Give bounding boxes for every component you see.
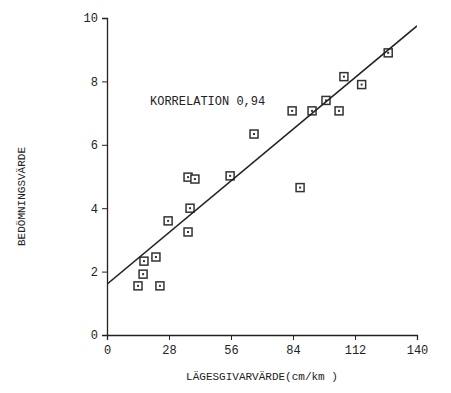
x-tick-mark bbox=[355, 335, 356, 340]
point-dot bbox=[142, 273, 144, 275]
point-square bbox=[139, 270, 147, 278]
y-tick-label: 2 bbox=[91, 266, 98, 280]
y-tick-mark bbox=[102, 335, 107, 336]
point-dot bbox=[137, 285, 139, 287]
point-dot bbox=[387, 52, 389, 54]
point-dot bbox=[189, 207, 191, 209]
y-tick-label: 8 bbox=[91, 76, 98, 90]
point-dot bbox=[167, 220, 169, 222]
point-square bbox=[184, 228, 192, 236]
point-square bbox=[250, 130, 258, 138]
annotation: KORRELATION 0,94 bbox=[150, 95, 265, 109]
x-tick-label: 0 bbox=[104, 344, 111, 358]
point bbox=[191, 175, 199, 183]
point bbox=[335, 107, 343, 115]
point-square bbox=[358, 81, 366, 89]
point bbox=[358, 81, 366, 89]
x-tick-mark bbox=[417, 335, 418, 340]
point bbox=[288, 107, 296, 115]
chart: 0 2 4 6 8 10 0 28 56 84 112 140 KORRELATION 0,94 LÄGE… bbox=[0, 0, 451, 393]
y-axis-title: BEDÖMNINGSVÄRDE bbox=[16, 147, 28, 246]
point-dot bbox=[338, 110, 340, 112]
x-axis-line bbox=[108, 336, 418, 341]
x-tick-label: 28 bbox=[162, 344, 176, 358]
point-dot bbox=[155, 256, 157, 258]
x-tick-label: 56 bbox=[224, 344, 238, 358]
fit-line bbox=[107, 26, 417, 284]
y-tick: 4 bbox=[91, 203, 107, 217]
point-square bbox=[288, 107, 296, 115]
x-tick: 140 bbox=[407, 335, 429, 358]
x-axis-title: LÄGESGIVARVÄRDE(cm/km ) bbox=[186, 371, 338, 383]
y-tick-label: 10 bbox=[84, 12, 98, 26]
point-square bbox=[340, 73, 348, 81]
point-dot bbox=[229, 175, 231, 177]
y-tick: 10 bbox=[84, 12, 107, 26]
point-dot bbox=[291, 110, 293, 112]
x-tick: 84 bbox=[286, 335, 300, 358]
x-tick: 28 bbox=[162, 335, 176, 358]
point bbox=[250, 130, 258, 138]
point bbox=[139, 270, 147, 278]
point-square bbox=[296, 184, 304, 192]
point-dot bbox=[159, 285, 161, 287]
point bbox=[340, 73, 348, 81]
point-square bbox=[335, 107, 343, 115]
point bbox=[296, 184, 304, 192]
y-tick-mark bbox=[102, 18, 107, 19]
point bbox=[134, 282, 142, 290]
point bbox=[152, 253, 160, 261]
point-dot bbox=[187, 231, 189, 233]
x-tick-mark bbox=[107, 335, 108, 340]
point bbox=[156, 282, 164, 290]
x-tick: 0 bbox=[104, 335, 111, 358]
point-dot bbox=[253, 133, 255, 135]
y-tick: 6 bbox=[91, 139, 107, 153]
x-tick: 56 bbox=[224, 335, 238, 358]
y-tick-mark bbox=[102, 208, 107, 209]
point-dot bbox=[343, 76, 345, 78]
x-tick-mark bbox=[169, 335, 170, 340]
x-tick-label: 112 bbox=[345, 344, 367, 358]
y-tick-mark bbox=[102, 145, 107, 146]
x-tick-mark bbox=[231, 335, 232, 340]
x-tick-label: 84 bbox=[286, 344, 300, 358]
x-tick-label: 140 bbox=[407, 344, 429, 358]
point-dot bbox=[311, 110, 313, 112]
point-square bbox=[191, 175, 199, 183]
plot-area bbox=[107, 26, 417, 290]
point-square bbox=[186, 204, 194, 212]
y-tick-label: 0 bbox=[91, 329, 98, 343]
point-square bbox=[140, 257, 148, 265]
y-tick: 2 bbox=[91, 266, 107, 280]
point bbox=[140, 257, 148, 265]
point bbox=[186, 204, 194, 212]
point-dot bbox=[187, 176, 189, 178]
point-square bbox=[134, 282, 142, 290]
point bbox=[184, 228, 192, 236]
point-dot bbox=[194, 178, 196, 180]
point-square bbox=[156, 282, 164, 290]
y-tick-mark bbox=[102, 81, 107, 82]
y-tick-label: 4 bbox=[91, 203, 98, 217]
x-tick: 112 bbox=[345, 335, 367, 358]
point-square bbox=[164, 217, 172, 225]
point-square bbox=[152, 253, 160, 261]
y-axis: 0 2 4 6 8 10 bbox=[84, 12, 108, 343]
x-axis: 0 28 56 84 112 140 bbox=[104, 335, 428, 358]
y-tick: 8 bbox=[91, 76, 107, 90]
point-dot bbox=[143, 260, 145, 262]
point bbox=[164, 217, 172, 225]
point-dot bbox=[299, 187, 301, 189]
y-tick-label: 6 bbox=[91, 139, 98, 153]
y-tick-mark bbox=[102, 272, 107, 273]
point-dot bbox=[361, 84, 363, 86]
y-tick: 0 bbox=[91, 329, 107, 343]
x-tick-mark bbox=[293, 335, 294, 340]
y-axis-line bbox=[102, 19, 108, 336]
